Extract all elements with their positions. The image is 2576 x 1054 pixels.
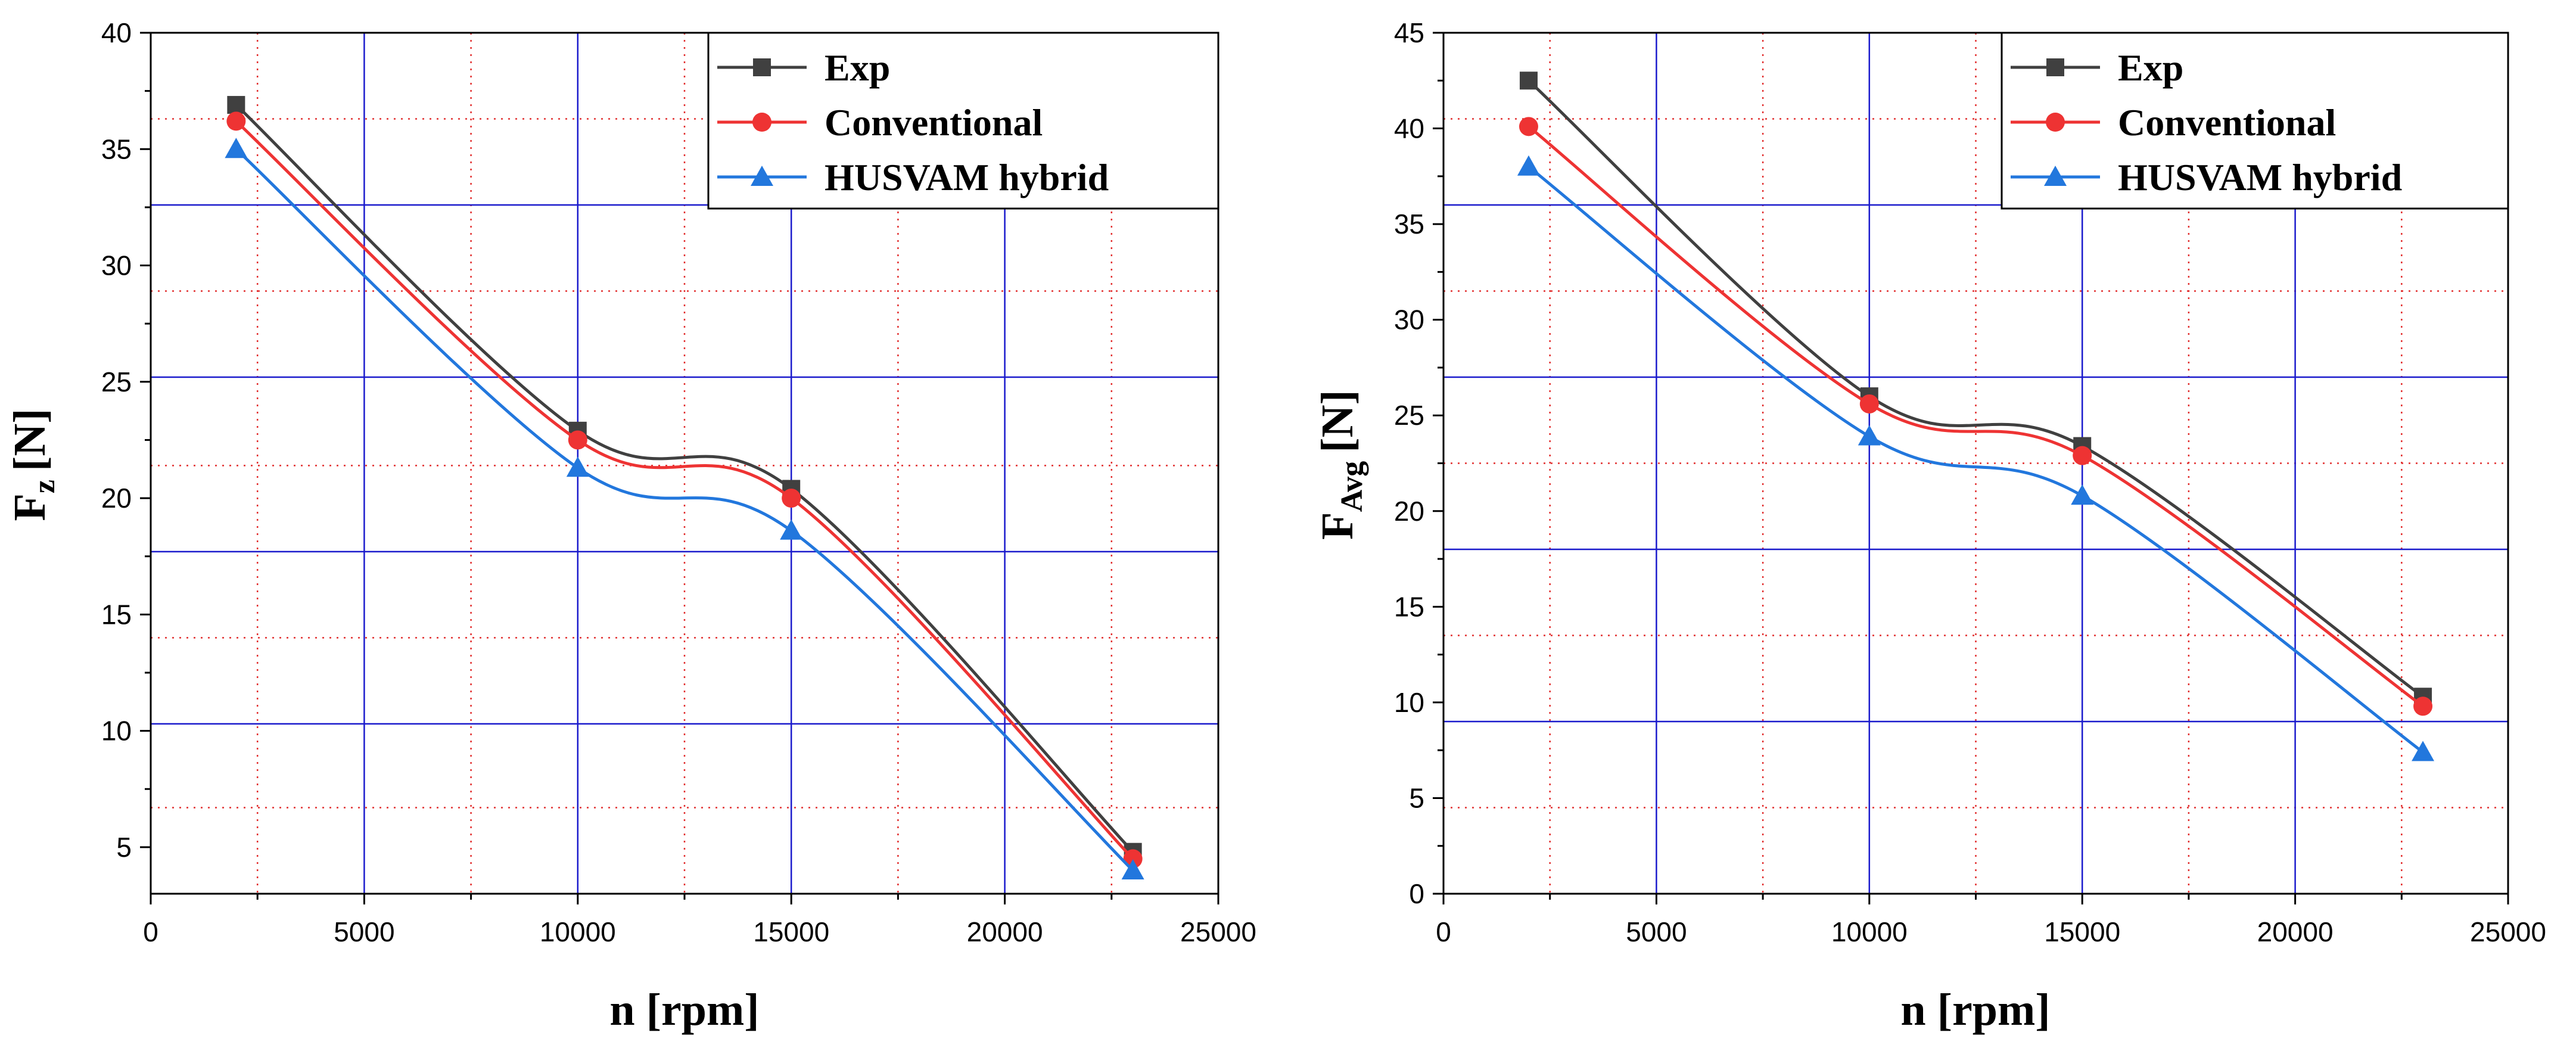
data-point-conventional: [2073, 446, 2092, 465]
legend-marker: [751, 166, 773, 186]
y-tick-label: 15: [101, 599, 132, 630]
data-point-husvam-hybrid: [780, 519, 803, 540]
chart-right: 0 5000 10000 15000 20000 25000 0 5 10 15 20 25 30 35 4…: [1312, 17, 2546, 1035]
y-tick-label: 30: [1394, 304, 1424, 335]
data-point-husvam-hybrid: [225, 138, 248, 158]
x-tick-label: 20000: [967, 916, 1043, 947]
data-point-conventional: [782, 489, 801, 508]
y-axis-title-unit: [N]: [1312, 390, 1362, 453]
legend-marker: [753, 58, 771, 76]
y-axis-title-main: F: [5, 493, 55, 521]
y-tick-label: 25: [1394, 400, 1424, 431]
x-axis-title: n [rpm]: [609, 985, 759, 1035]
legend-label: HUSVAM hybrid: [2118, 156, 2402, 198]
y-axis-title: FAvg [N]: [1312, 390, 1369, 540]
y-tick-label: 20: [1394, 496, 1424, 527]
series-line-exp: [1527, 79, 2424, 698]
data-point-conventional: [568, 430, 587, 450]
y-tick-label: 20: [101, 483, 132, 514]
x-tick-label: 10000: [540, 916, 616, 947]
chart-left: 0 5000 10000 15000 20000 25000 5 10 15 20 25 30 35 40…: [5, 17, 1256, 1035]
legend-label: HUSVAM hybrid: [825, 156, 1109, 198]
y-tick-label: 40: [1394, 113, 1424, 144]
data-point-exp: [227, 96, 245, 114]
legend-label: Conventional: [825, 101, 1043, 144]
data-point-conventional: [2413, 697, 2433, 716]
y-tick-label: 25: [101, 366, 132, 397]
y-tick-label: 35: [1394, 209, 1424, 240]
y-axis-title: Fz [N]: [5, 408, 61, 521]
data-point-conventional: [1519, 117, 1538, 136]
x-tick-label: 20000: [2257, 916, 2334, 947]
data-point-husvam-hybrid: [2412, 741, 2435, 761]
data-point-husvam-hybrid: [566, 456, 589, 477]
data-point-exp: [1519, 71, 1538, 90]
y-tick-label: 5: [116, 832, 132, 863]
data-point-husvam-hybrid: [1517, 155, 1540, 176]
legend-marker: [752, 113, 771, 132]
y-axis-title-subscript: Avg: [1335, 461, 1369, 512]
series-line-husvam-hybrid: [1527, 165, 2424, 754]
x-tick-label: 15000: [2044, 916, 2120, 947]
data-point-husvam-hybrid: [2071, 484, 2094, 505]
series-line-conventional: [1527, 125, 2424, 708]
legend-label: Exp: [825, 46, 890, 89]
data-point-husvam-hybrid: [1858, 425, 1881, 446]
y-axis-title-unit: [N]: [5, 408, 55, 471]
x-tick-label: 0: [1436, 916, 1451, 947]
x-tick-label: 0: [143, 916, 158, 947]
y-tick-label: 45: [1394, 17, 1424, 48]
x-axis-title: n [rpm]: [1900, 985, 2050, 1035]
legend-marker: [2046, 113, 2065, 132]
series-line-exp: [235, 104, 1134, 853]
data-point-husvam-hybrid: [1121, 859, 1144, 879]
y-axis-title-subscript: z: [27, 480, 61, 493]
x-tick-label: 15000: [753, 916, 829, 947]
y-tick-label: 15: [1394, 591, 1424, 622]
x-tick-label: 5000: [334, 916, 394, 947]
legend-label: Conventional: [2118, 101, 2336, 144]
y-tick-label: 5: [1409, 782, 1424, 813]
y-tick-label: 0: [1409, 878, 1424, 909]
x-tick-label: 25000: [1180, 916, 1256, 947]
x-tick-label: 25000: [2470, 916, 2546, 947]
y-tick-label: 35: [101, 133, 132, 164]
data-point-conventional: [226, 111, 246, 131]
x-tick-label: 10000: [1831, 916, 1908, 947]
y-tick-label: 10: [101, 716, 132, 747]
y-tick-label: 10: [1394, 687, 1424, 718]
y-tick-label: 40: [101, 17, 132, 48]
data-point-conventional: [1859, 394, 1879, 413]
legend-label: Exp: [2118, 46, 2183, 89]
legend-marker: [2046, 58, 2064, 76]
x-tick-label: 5000: [1626, 916, 1687, 947]
series-line-conventional: [235, 120, 1134, 860]
legend-marker: [2044, 166, 2067, 186]
series-line-husvam-hybrid: [235, 148, 1134, 872]
y-axis-title-main: F: [1312, 512, 1362, 539]
y-tick-label: 30: [101, 250, 132, 281]
